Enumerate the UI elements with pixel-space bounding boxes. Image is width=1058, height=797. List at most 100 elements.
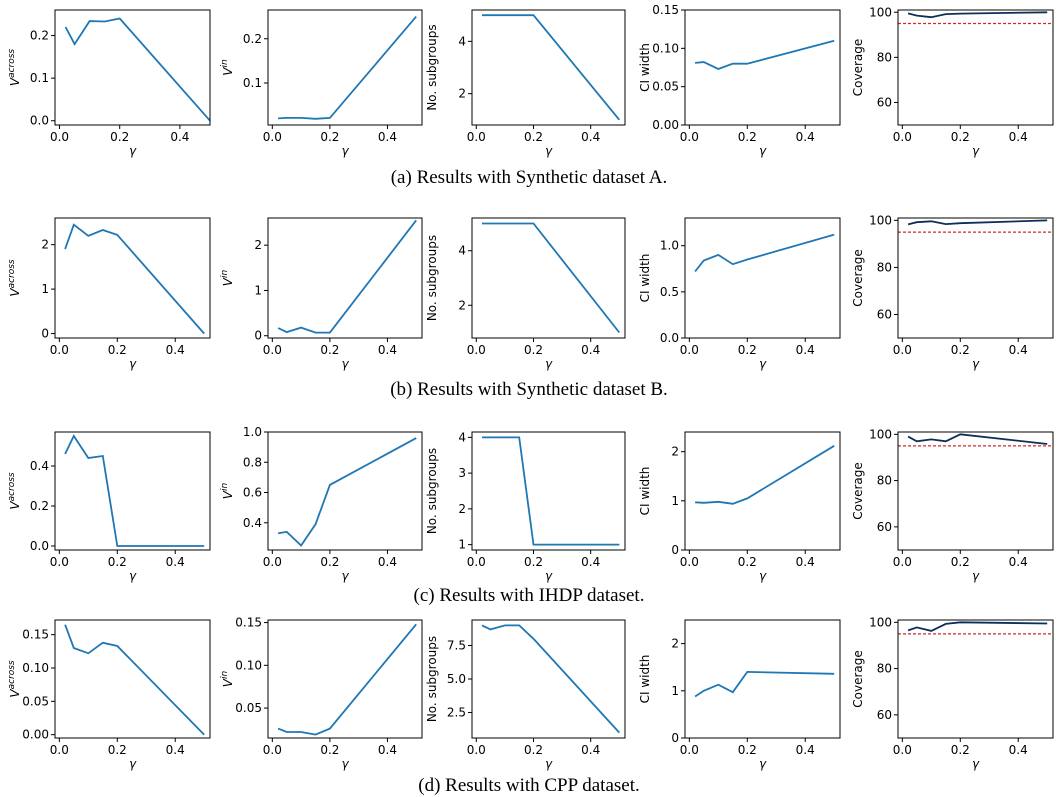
y-tick-label: 60: [877, 95, 892, 109]
x-tick-label: 0.0: [50, 343, 69, 357]
y-tick-label: 2: [458, 502, 466, 516]
series-line: [64, 434, 205, 547]
x-tick-label: 0.4: [166, 555, 185, 569]
caption-b: (b) Results with Synthetic dataset B.: [390, 379, 668, 400]
subplot-r1-c2: 0.0 0.2 0.4 2 4 γ No. subgroups: [425, 217, 626, 371]
y-axis-label: Vacross: [7, 49, 22, 87]
subplot-r0-c4: 0.0 0.2 0.4 60 80 100 γ Coverage: [851, 5, 1054, 158]
x-tick-label: 0.4: [581, 130, 600, 144]
series-line: [64, 17, 210, 122]
x-axis-label: γ: [545, 357, 553, 371]
x-tick-label: 0.4: [796, 130, 815, 144]
x-axis-label: γ: [759, 569, 767, 583]
x-tick-label: 0.0: [680, 743, 699, 757]
series-line: [907, 11, 1048, 19]
plot-frame: [897, 217, 1054, 339]
y-axis-label: Vin: [220, 670, 235, 687]
y-tick-label: 0.10: [235, 658, 262, 672]
y-tick-label: 1: [458, 538, 466, 552]
y-tick-label: 2: [458, 298, 466, 312]
series-line: [482, 436, 620, 546]
series-line: [482, 14, 620, 121]
x-tick-label: 0.2: [738, 555, 757, 569]
subplot-r1-c3: 0.0 0.2 0.4 0.0 0.5 1.0 γ CI width: [638, 217, 841, 371]
x-tick-label: 0.0: [263, 743, 282, 757]
y-tick-label: 0.4: [30, 459, 49, 473]
y-tick-label: 0.15: [235, 616, 262, 630]
series-line: [907, 219, 1048, 226]
y-tick-label: 0.1: [243, 76, 262, 90]
x-axis-label: γ: [341, 757, 349, 771]
plot-frame: [267, 217, 423, 339]
x-tick-label: 0.0: [263, 343, 282, 357]
x-tick-label: 0.2: [524, 555, 543, 569]
series-line: [695, 445, 835, 505]
subplot-r1-c4: 0.0 0.2 0.4 60 80 100 γ Coverage: [851, 213, 1054, 371]
plot-frame: [684, 217, 841, 339]
x-tick-label: 0.2: [524, 743, 543, 757]
y-axis-label: CI width: [638, 655, 652, 704]
x-tick-label: 0.0: [680, 555, 699, 569]
x-tick-label: 0.2: [320, 130, 339, 144]
y-tick-label: 0.05: [235, 701, 262, 715]
x-tick-label: 0.4: [378, 343, 397, 357]
y-axis-label: No. subgroups: [425, 636, 439, 722]
y-axis-label: Vin: [220, 59, 235, 76]
y-axis-label: CI width: [638, 467, 652, 516]
plot-frame: [684, 9, 841, 126]
x-tick-label: 0.4: [581, 555, 600, 569]
y-tick-label: 0.05: [22, 694, 49, 708]
y-tick-label: 0: [671, 543, 679, 557]
y-axis-label: Coverage: [851, 39, 865, 97]
x-tick-label: 0.4: [796, 555, 815, 569]
y-tick-label: 0: [671, 731, 679, 745]
y-tick-label: 0.10: [22, 661, 49, 675]
y-tick-label: 80: [877, 50, 892, 64]
x-tick-label: 0.2: [108, 343, 127, 357]
series-line: [694, 233, 835, 273]
x-tick-label: 0.4: [378, 743, 397, 757]
y-tick-label: 1: [671, 494, 679, 508]
x-tick-label: 0.2: [108, 743, 127, 757]
y-tick-label: 4: [458, 430, 466, 444]
y-tick-label: 0.10: [652, 41, 679, 55]
plot-frame: [471, 9, 626, 126]
series-line: [695, 39, 835, 70]
x-tick-label: 0.2: [951, 130, 970, 144]
y-tick-label: 80: [877, 260, 892, 274]
y-tick-label: 60: [877, 520, 892, 534]
x-tick-label: 0.0: [467, 555, 486, 569]
x-tick-label: 0.0: [893, 743, 912, 757]
x-tick-label: 0.0: [263, 130, 282, 144]
x-axis-label: γ: [759, 757, 767, 771]
y-axis-label: Vacross: [7, 660, 22, 698]
x-tick-label: 0.4: [378, 130, 397, 144]
y-axis-label: Vin: [220, 269, 235, 286]
plot-frame: [897, 431, 1054, 551]
x-tick-label: 0.4: [1009, 555, 1028, 569]
x-tick-label: 0.2: [951, 555, 970, 569]
x-tick-label: 0.2: [524, 130, 543, 144]
y-tick-label: 60: [877, 307, 892, 321]
y-tick-label: 0.05: [652, 80, 679, 94]
plot-frame: [897, 9, 1054, 126]
x-tick-label: 0.2: [951, 343, 970, 357]
y-tick-label: 0.00: [652, 118, 679, 132]
x-tick-label: 0.0: [893, 343, 912, 357]
x-axis-label: γ: [341, 144, 349, 158]
y-axis-label: Vacross: [7, 472, 22, 510]
x-tick-label: 0.4: [581, 743, 600, 757]
x-tick-label: 0.2: [110, 130, 129, 144]
x-tick-label: 0.0: [893, 130, 912, 144]
y-axis-label: Coverage: [851, 249, 865, 307]
x-tick-label: 0.0: [467, 743, 486, 757]
series-line: [277, 219, 417, 334]
y-tick-label: 0.5: [660, 285, 679, 299]
x-tick-label: 0.0: [50, 130, 69, 144]
x-tick-label: 0.0: [893, 555, 912, 569]
x-axis-label: γ: [972, 357, 980, 371]
x-axis-label: γ: [129, 357, 137, 371]
